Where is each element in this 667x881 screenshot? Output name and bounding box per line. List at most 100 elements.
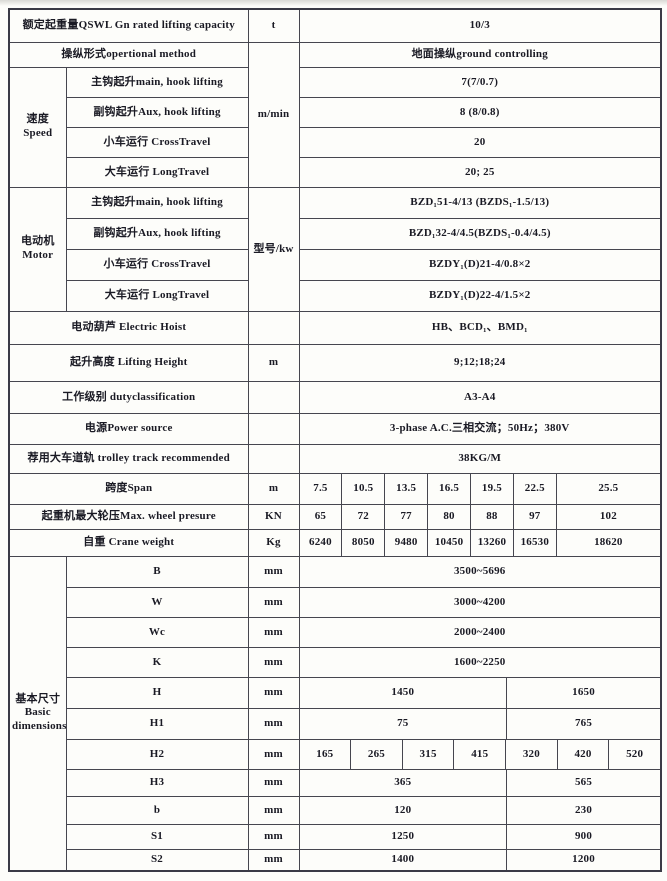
- crane-weight-label: 自重 Crane weight: [8, 528, 249, 557]
- trolley-track-label: 荐用大车道轨 trolley track recommended: [8, 443, 249, 474]
- rated-capacity-label: 额定起重量QSWL Gn rated lifting capacity: [8, 8, 249, 43]
- dim-S1-value-right: 900: [506, 825, 660, 848]
- dim-B-label: B: [65, 555, 249, 588]
- electric-hoist-label: 电动葫芦 Electric Hoist: [8, 310, 249, 345]
- span-value-cell: 16.5: [427, 474, 470, 503]
- dim-H-value-right: 1650: [506, 678, 660, 707]
- dim-H-values: 1450 1650: [298, 676, 662, 709]
- dim-W-value: 3000~4200: [298, 586, 662, 618]
- span-value-cell: 10.5: [341, 474, 384, 503]
- row-operational-method: 操纵形式opertional method m/min 地面操纵ground c…: [8, 41, 662, 188]
- operational-method-value: 地面操纵ground controlling: [298, 41, 662, 68]
- row-electric-hoist: 电动葫芦 Electric Hoist HB、BCD₁、BMD₁: [8, 310, 662, 345]
- power-source-unit: [247, 412, 300, 445]
- lifting-height-unit: m: [247, 343, 300, 382]
- speed-long-travel-value: 20; 25: [298, 156, 662, 188]
- weight-value-cell: 10450: [427, 530, 470, 555]
- dim-H1-unit: mm: [247, 707, 300, 740]
- row-dim-S2: S2 mm 1400 1200: [9, 848, 662, 872]
- row-dim-b: b mm 120 230: [9, 795, 662, 825]
- row-rated-capacity: 额定起重量QSWL Gn rated lifting capacity t 10…: [8, 8, 662, 43]
- row-dim-H3: H3 mm 365 565: [9, 768, 662, 797]
- electric-hoist-value: HB、BCD₁、BMD₁: [298, 310, 662, 345]
- dim-H1-values: 75 765: [298, 707, 662, 740]
- speed-cross-travel-label: 小车运行 CrossTravel: [65, 126, 249, 158]
- speed-group-label: 速度 Speed: [8, 66, 67, 188]
- span-unit: m: [247, 472, 300, 505]
- row-motor-long-travel: 大车运行 LongTravel BZDY₁(D)22-4/1.5×2: [9, 279, 662, 312]
- span-value-cell: 25.5: [555, 474, 660, 503]
- crane-weight-values: 6240 8050 9480 10450 13260 16530 18620: [298, 528, 662, 557]
- row-span: 跨度Span m 7.5 10.5 13.5 16.5 19.5 22.5 25…: [8, 472, 662, 505]
- rated-capacity-value: 10/3: [298, 8, 662, 43]
- power-source-value: 3-phase A.C.三相交流；50Hz；380V: [298, 412, 662, 445]
- dim-H1-label: H1: [65, 707, 249, 740]
- weight-value-cell: 16530: [512, 530, 556, 555]
- crane-weight-unit: Kg: [247, 528, 300, 557]
- duty-classification-value: A3-A4: [298, 380, 662, 414]
- span-value-cell: 13.5: [384, 474, 427, 503]
- weight-value-cell: 13260: [470, 530, 513, 555]
- dim-H1-value-right: 765: [506, 709, 660, 738]
- span-values: 7.5 10.5 13.5 16.5 19.5 22.5 25.5: [298, 472, 662, 505]
- motor-group-label: 电动机 Motor: [8, 186, 67, 312]
- crane-spec-table: 额定起重量QSWL Gn rated lifting capacity t 10…: [8, 8, 662, 872]
- row-dim-B: 基本尺寸 Basic dimensions B mm 3500~5696: [8, 555, 662, 872]
- wheel-value-cell: 77: [384, 505, 427, 528]
- weight-value-cell: 18620: [555, 530, 660, 555]
- motor-group-label-en: Motor: [22, 249, 54, 261]
- row-dim-W: W mm 3000~4200: [9, 586, 662, 618]
- duty-classification-unit: [247, 380, 300, 414]
- rated-capacity-unit: t: [247, 8, 300, 43]
- row-motor-aux-hook: 副钩起升Aux, hook lifting BZD₁32-4/4.5(BZDS₁…: [9, 217, 662, 250]
- dim-H-label: H: [65, 676, 249, 709]
- dim-B-value: 3500~5696: [298, 555, 662, 588]
- dimensions-group-label-en1: Basic: [24, 706, 51, 719]
- span-value-cell: 7.5: [313, 482, 328, 495]
- motor-aux-hook-value: BZD₁32-4/4.5(BZDS₁-0.4/4.5): [298, 217, 662, 250]
- operational-method-label: 操纵形式opertional method: [8, 41, 249, 68]
- span-value-cell: 19.5: [470, 474, 513, 503]
- dimensions-group-label: 基本尺寸 Basic dimensions: [8, 555, 67, 872]
- speed-group-label-zh: 速度: [26, 113, 49, 126]
- wheel-value-cell: 65: [314, 510, 327, 523]
- dim-K-unit: mm: [247, 646, 300, 678]
- max-wheel-pressure-label: 起重机最大轮压Max. wheel presure: [8, 503, 249, 530]
- max-wheel-pressure-values: 65 72 77 80 88 97 102: [298, 503, 662, 530]
- dim-S2-values: 1400 1200: [298, 848, 662, 872]
- dim-H3-value-right: 565: [506, 770, 660, 795]
- dim-H3-unit: mm: [247, 768, 300, 797]
- dim-Wc-label: Wc: [65, 616, 249, 648]
- weight-value-cell: 6240: [309, 536, 332, 549]
- speed-aux-hook-value: 8 (8/0.8): [298, 96, 662, 128]
- motor-cross-travel-label: 小车运行 CrossTravel: [65, 248, 249, 281]
- dim-b-value-right: 230: [506, 797, 660, 823]
- trolley-track-unit: [247, 443, 300, 474]
- weight-value-cell: 8050: [341, 530, 384, 555]
- motor-unit: 型号/kw: [247, 186, 300, 312]
- row-lifting-height: 起升高度 Lifting Height m 9;12;18;24: [8, 343, 662, 382]
- dim-S1-label: S1: [65, 823, 249, 850]
- dim-S1-unit: mm: [247, 823, 300, 850]
- dim-H3-label: H3: [65, 768, 249, 797]
- span-label: 跨度Span: [8, 472, 249, 505]
- dimensions-group-label-zh: 基本尺寸: [15, 692, 61, 705]
- dim-H2-unit: mm: [247, 738, 300, 770]
- dim-H1-value-left: 75: [397, 717, 409, 730]
- row-motor-main-hook: 电动机 Motor 主钩起升main, hook lifting 型号/kw B…: [8, 186, 662, 312]
- dim-S1-values: 1250 900: [298, 823, 662, 850]
- row-speed-cross-travel: 小车运行 CrossTravel 20: [9, 126, 662, 158]
- row-motor-cross-travel: 小车运行 CrossTravel BZDY₁(D)21-4/0.8×2: [9, 248, 662, 281]
- wheel-value-cell: 88: [470, 505, 513, 528]
- duty-classification-label: 工作级别 dutyclassification: [8, 380, 249, 414]
- row-dim-K: K mm 1600~2250: [9, 646, 662, 678]
- dim-K-label: K: [65, 646, 249, 678]
- dim-H-value-left: 1450: [391, 686, 415, 699]
- row-trolley-track: 荐用大车道轨 trolley track recommended 38KG/M: [8, 443, 662, 474]
- speed-main-hook-label: 主钩起升main, hook lifting: [65, 66, 249, 98]
- speed-cross-travel-value: 20: [298, 126, 662, 158]
- span-value-cell: 22.5: [512, 474, 556, 503]
- dim-S2-unit: mm: [247, 848, 300, 872]
- dim-S2-value-right: 1200: [506, 850, 660, 870]
- dim-b-label: b: [65, 795, 249, 825]
